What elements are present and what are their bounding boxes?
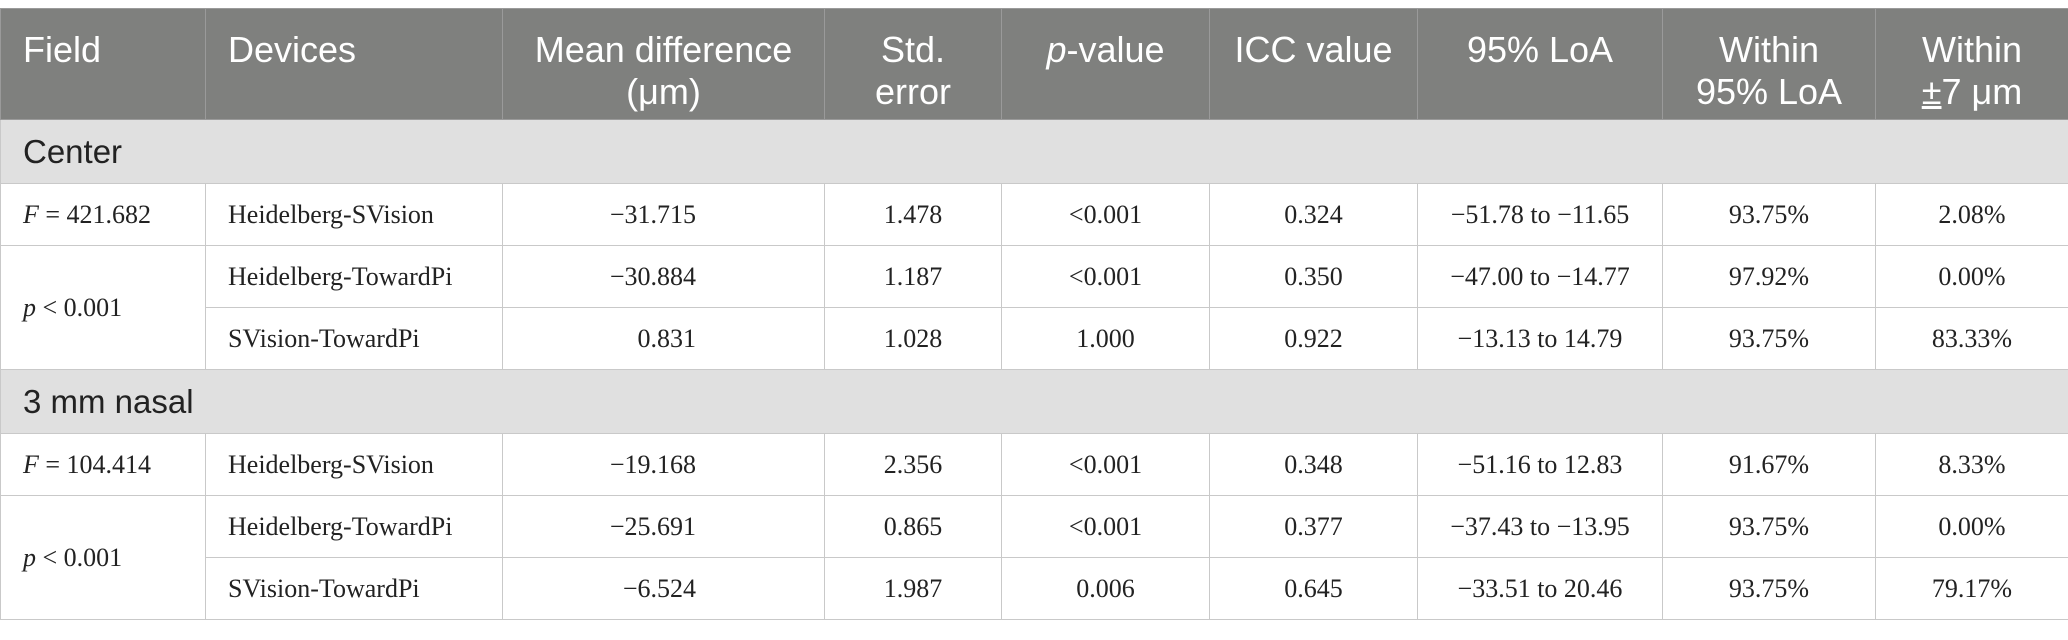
mean-difference-cell: −19.168 bbox=[502, 433, 825, 496]
within-7um-cell: 79.17% bbox=[1875, 557, 2068, 620]
table-row: SVision-TowardPi 0.831 1.028 1.000 0.922… bbox=[1, 307, 2068, 370]
table-row: SVision-TowardPi −6.524 1.987 0.006 0.64… bbox=[1, 557, 2068, 620]
icc-cell: 0.324 bbox=[1209, 183, 1418, 246]
loa-cell: −51.16 to 12.83 bbox=[1417, 433, 1663, 496]
icc-cell: 0.350 bbox=[1209, 245, 1418, 308]
std-error-cell: 1.028 bbox=[824, 307, 1002, 370]
icc-cell: 0.645 bbox=[1209, 557, 1418, 620]
loa-cell: −13.13 to 14.79 bbox=[1417, 307, 1663, 370]
device-cell: Heidelberg-SVision bbox=[205, 433, 503, 496]
mean-difference-cell: −6.524 bbox=[502, 557, 825, 620]
icc-cell: 0.377 bbox=[1209, 495, 1418, 558]
std-error-cell: 1.987 bbox=[824, 557, 1002, 620]
table-row: p < 0.001 Heidelberg-TowardPi −25.691 0.… bbox=[0, 495, 2068, 620]
within-7um-cell: 2.08% bbox=[1875, 183, 2068, 246]
header-within-7um: Within ±7 μm bbox=[1875, 8, 2068, 120]
section-title: 3 mm nasal bbox=[0, 369, 2068, 434]
std-error-cell: 1.187 bbox=[824, 245, 1002, 308]
header-95-loa: 95% LoA bbox=[1417, 8, 1663, 120]
section-row-3mm-nasal: 3 mm nasal bbox=[0, 369, 2068, 434]
std-error-cell: 0.865 bbox=[824, 495, 1002, 558]
within-loa-cell: 93.75% bbox=[1662, 495, 1876, 558]
header-field: Field bbox=[0, 8, 206, 120]
mean-difference-cell: −31.715 bbox=[502, 183, 825, 246]
header-mean-difference: Mean difference (μm) bbox=[502, 8, 825, 120]
icc-cell: 0.922 bbox=[1209, 307, 1418, 370]
field-stat-f: F = 104.414 bbox=[0, 433, 206, 496]
field-stat-p: p < 0.001 bbox=[0, 245, 206, 370]
mean-difference-cell: 0.831 bbox=[502, 307, 825, 370]
table-row: F = 421.682 Heidelberg-SVision −31.715 1… bbox=[0, 183, 2068, 246]
p-value-cell: 1.000 bbox=[1001, 307, 1210, 370]
p-value-cell: <0.001 bbox=[1001, 245, 1210, 308]
table-row: p < 0.001 Heidelberg-TowardPi −30.884 1.… bbox=[0, 245, 2068, 370]
p-value-cell: <0.001 bbox=[1001, 433, 1210, 496]
table-row: F = 104.414 Heidelberg-SVision −19.168 2… bbox=[0, 433, 2068, 496]
field-stat-f: F = 421.682 bbox=[0, 183, 206, 246]
loa-cell: −33.51 to 20.46 bbox=[1417, 557, 1663, 620]
within-loa-cell: 93.75% bbox=[1662, 557, 1876, 620]
device-cell: Heidelberg-TowardPi bbox=[205, 495, 503, 558]
header-std-error: Std. error bbox=[824, 8, 1002, 120]
results-table: Field Devices Mean difference (μm) Std. er… bbox=[0, 8, 2068, 620]
mean-difference-cell: −25.691 bbox=[502, 495, 825, 558]
header-devices: Devices bbox=[205, 8, 503, 120]
device-cell: Heidelberg-TowardPi bbox=[205, 245, 503, 308]
loa-cell: −47.00 to −14.77 bbox=[1417, 245, 1663, 308]
p-value-cell: <0.001 bbox=[1001, 183, 1210, 246]
mean-difference-cell: −30.884 bbox=[502, 245, 825, 308]
loa-cell: −51.78 to −11.65 bbox=[1417, 183, 1663, 246]
within-loa-cell: 91.67% bbox=[1662, 433, 1876, 496]
within-loa-cell: 93.75% bbox=[1662, 183, 1876, 246]
loa-cell: −37.43 to −13.95 bbox=[1417, 495, 1663, 558]
within-7um-cell: 0.00% bbox=[1875, 245, 2068, 308]
device-cell: SVision-TowardPi bbox=[205, 557, 503, 620]
within-loa-cell: 93.75% bbox=[1662, 307, 1876, 370]
std-error-cell: 1.478 bbox=[824, 183, 1002, 246]
header-p-value: p-value bbox=[1001, 8, 1210, 120]
icc-cell: 0.348 bbox=[1209, 433, 1418, 496]
within-7um-cell: 0.00% bbox=[1875, 495, 2068, 558]
p-value-cell: <0.001 bbox=[1001, 495, 1210, 558]
field-stat-p: p < 0.001 bbox=[0, 495, 206, 620]
header-row: Field Devices Mean difference (μm) Std. er… bbox=[0, 8, 2068, 120]
section-title: Center bbox=[0, 119, 2068, 184]
std-error-cell: 2.356 bbox=[824, 433, 1002, 496]
within-7um-cell: 8.33% bbox=[1875, 433, 2068, 496]
header-within-95-loa: Within 95% LoA bbox=[1662, 8, 1876, 120]
within-loa-cell: 97.92% bbox=[1662, 245, 1876, 308]
header-icc-value: ICC value bbox=[1209, 8, 1418, 120]
device-cell: SVision-TowardPi bbox=[205, 307, 503, 370]
device-cell: Heidelberg-SVision bbox=[205, 183, 503, 246]
within-7um-cell: 83.33% bbox=[1875, 307, 2068, 370]
p-value-cell: 0.006 bbox=[1001, 557, 1210, 620]
section-row-center: Center bbox=[0, 119, 2068, 184]
